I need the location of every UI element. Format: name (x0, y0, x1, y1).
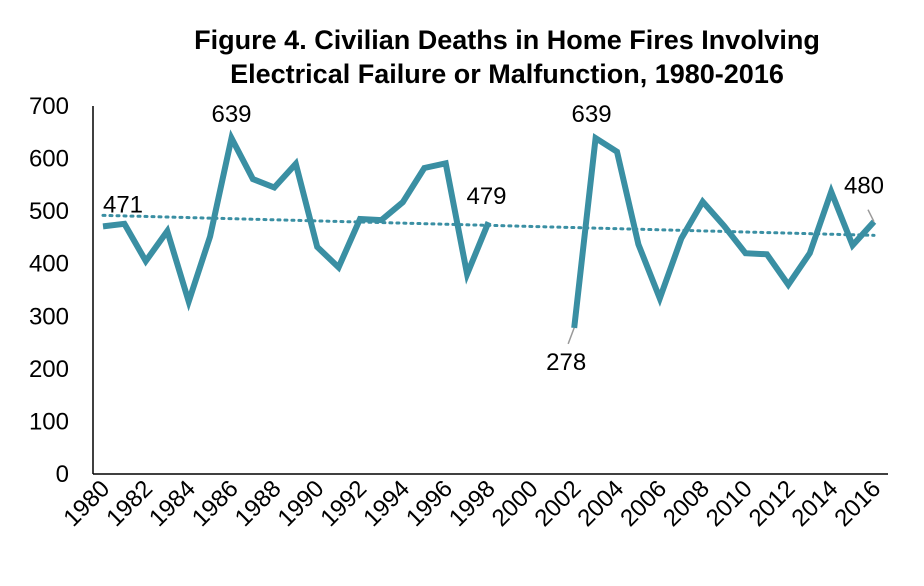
y-tick-label: 200 (29, 356, 69, 383)
x-tick-label: 1988 (230, 475, 287, 532)
x-tick-label: 2006 (615, 475, 672, 532)
x-tick-label: 1994 (358, 475, 415, 532)
chart-title-line-2: Electrical Failure or Malfunction, 1980-… (230, 59, 784, 89)
x-tick-label: 1992 (315, 475, 372, 532)
x-tick-label: 1984 (144, 475, 201, 532)
data-label: 278 (546, 349, 586, 376)
y-tick-label: 100 (29, 408, 69, 435)
x-tick-label: 2010 (701, 475, 758, 532)
x-tick-label: 2014 (787, 475, 844, 532)
x-tick-label: 1986 (187, 475, 244, 532)
x-tick-label: 2002 (530, 475, 587, 532)
x-tick-label: 2016 (829, 475, 886, 532)
y-tick-label: 700 (29, 93, 69, 120)
y-tick-label: 500 (29, 198, 69, 225)
x-tick-label: 2012 (744, 475, 801, 532)
series-line-segment (102, 129, 492, 312)
x-tick-label: 1998 (444, 475, 501, 532)
x-tick-label: 2004 (572, 475, 629, 532)
data-label-leader (567, 327, 575, 345)
chart-title-line-1: Figure 4. Civilian Deaths in Home Fires … (194, 25, 820, 55)
data-label: 480 (844, 173, 884, 200)
x-tick-label: 1982 (101, 475, 158, 532)
data-label: 639 (211, 101, 251, 128)
data-label: 471 (103, 191, 143, 218)
y-tick-label: 300 (29, 303, 69, 330)
x-tick-label: 1996 (401, 475, 458, 532)
data-label-leader (867, 209, 875, 222)
series-line-segment (571, 132, 877, 329)
data-label: 639 (572, 101, 612, 128)
y-tick-label: 0 (56, 461, 69, 488)
y-tick-label: 600 (29, 146, 69, 173)
x-tick-label: 2000 (487, 475, 544, 532)
data-label: 479 (466, 183, 506, 210)
y-tick-label: 400 (29, 251, 69, 278)
x-tick-label: 1990 (273, 475, 330, 532)
x-tick-label: 2008 (658, 475, 715, 532)
